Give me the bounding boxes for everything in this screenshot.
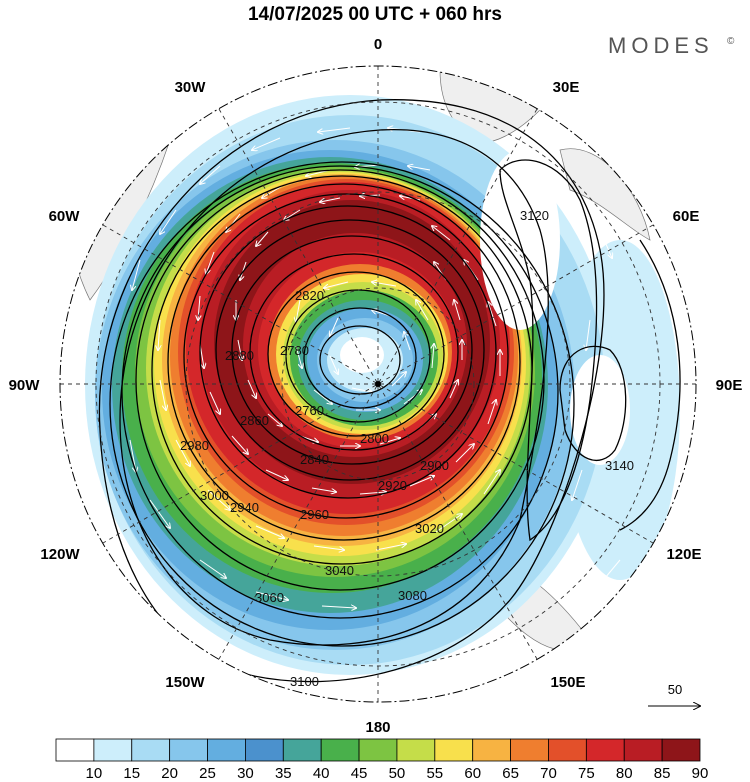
contour-label-3140: 3140 xyxy=(605,458,634,473)
colorbar-tick-label: 25 xyxy=(199,765,216,782)
lat-lon-grid xyxy=(60,66,696,702)
colorbar-tick-label: 60 xyxy=(464,765,481,782)
contour-label-2760: 2760 xyxy=(295,403,324,418)
colorbar-box xyxy=(358,738,398,762)
colorbar-tick-label: 90 xyxy=(692,765,709,782)
colorbar: 10 15 20 25 30 35 40 45 50 55 60 65 70 75 80 85 90 xyxy=(55,738,709,782)
colorbar-box xyxy=(207,738,246,762)
contour-label-3020: 3020 xyxy=(415,521,444,536)
colorbar-tick-label: 85 xyxy=(654,765,671,782)
contour-label-2920: 2920 xyxy=(378,478,407,493)
map-title: 14/07/2025 00 UTC + 060 hrs xyxy=(248,4,502,25)
reference-vector: 50 xyxy=(648,682,700,706)
colorbar-box xyxy=(661,738,701,762)
pole-marker xyxy=(375,381,381,387)
colorbar-box xyxy=(55,738,95,762)
contour-label-2840: 2840 xyxy=(300,452,329,467)
contour-label-3080: 3080 xyxy=(398,588,427,603)
colorbar-box xyxy=(434,738,474,762)
colorbar-box xyxy=(396,738,436,762)
lon-label-0: 0 xyxy=(374,36,382,53)
colorbar-tick-label: 50 xyxy=(389,765,406,782)
colorbar-tick-label: 10 xyxy=(86,765,103,782)
contour-label-3100: 3100 xyxy=(290,674,319,689)
contour-label-2780: 2780 xyxy=(280,343,309,358)
brand-copyright-mark: © xyxy=(727,36,735,47)
colorbar-box xyxy=(585,738,625,762)
colorbar-tick-label: 30 xyxy=(237,765,254,782)
colorbar-tick-labels: 10 15 20 25 30 35 40 45 50 55 60 65 70 75 80 85 90 xyxy=(86,765,709,782)
contour-label-2800: 2800 xyxy=(360,431,389,446)
contour-label-3000: 3000 xyxy=(200,488,229,503)
lon-label-60w: 60W xyxy=(49,208,81,225)
lon-label-90w: 90W xyxy=(9,377,41,394)
contour-label-2980: 2980 xyxy=(180,438,209,453)
contour-label-2860: 2860 xyxy=(240,413,269,428)
colorbar-tick-label: 40 xyxy=(313,765,330,782)
colorbar-tick-label: 70 xyxy=(540,765,557,782)
lon-label-90e: 90E xyxy=(716,377,743,394)
contour-label-2940: 2940 xyxy=(230,500,259,515)
colorbar-box xyxy=(472,738,511,762)
lon-label-180: 180 xyxy=(365,719,390,736)
contour-label-3040: 3040 xyxy=(325,563,354,578)
lon-label-120e: 120E xyxy=(666,546,701,563)
colorbar-tick-label: 45 xyxy=(351,765,368,782)
map-disc xyxy=(60,66,696,702)
colorbar-tick-label: 55 xyxy=(426,765,443,782)
colorbar-box xyxy=(245,738,284,762)
colorbar-box xyxy=(320,738,360,762)
contour-label-3060: 3060 xyxy=(255,590,284,605)
lon-label-30w: 30W xyxy=(175,79,207,96)
colorbar-boxes xyxy=(55,738,701,762)
brand-logo: MODES xyxy=(608,33,714,58)
longitude-labels: 0 30E 60E 90E 120E 150E 180 150W 120W 90… xyxy=(9,36,743,736)
reference-vector-label: 50 xyxy=(668,682,682,697)
map-border xyxy=(59,65,697,703)
colorbar-box xyxy=(93,738,133,762)
contour-labels: 2760 2780 2800 2820 2840 2860 2880 2900 … xyxy=(180,208,634,689)
colorbar-box xyxy=(510,738,549,762)
lon-label-60e: 60E xyxy=(673,208,700,225)
colorbar-box xyxy=(169,738,208,762)
contour-label-2880: 2880 xyxy=(225,348,254,363)
colorbar-box xyxy=(282,738,322,762)
lon-label-120w: 120W xyxy=(40,546,80,563)
colorbar-tick-label: 65 xyxy=(502,765,519,782)
contour-label-2820: 2820 xyxy=(295,288,324,303)
contour-label-2960: 2960 xyxy=(300,507,329,522)
colorbar-tick-label: 75 xyxy=(578,765,595,782)
colorbar-box xyxy=(623,738,663,762)
contour-label-2900: 2900 xyxy=(420,458,449,473)
contour-label-3120: 3120 xyxy=(520,208,549,223)
colorbar-box xyxy=(131,738,171,762)
colorbar-box xyxy=(548,738,587,762)
lon-label-150w: 150W xyxy=(165,674,205,691)
colorbar-tick-label: 20 xyxy=(161,765,178,782)
lon-label-30e: 30E xyxy=(553,79,580,96)
lon-label-150e: 150E xyxy=(550,674,585,691)
colorbar-tick-label: 80 xyxy=(616,765,633,782)
colorbar-tick-label: 35 xyxy=(275,765,292,782)
colorbar-tick-label: 15 xyxy=(123,765,140,782)
